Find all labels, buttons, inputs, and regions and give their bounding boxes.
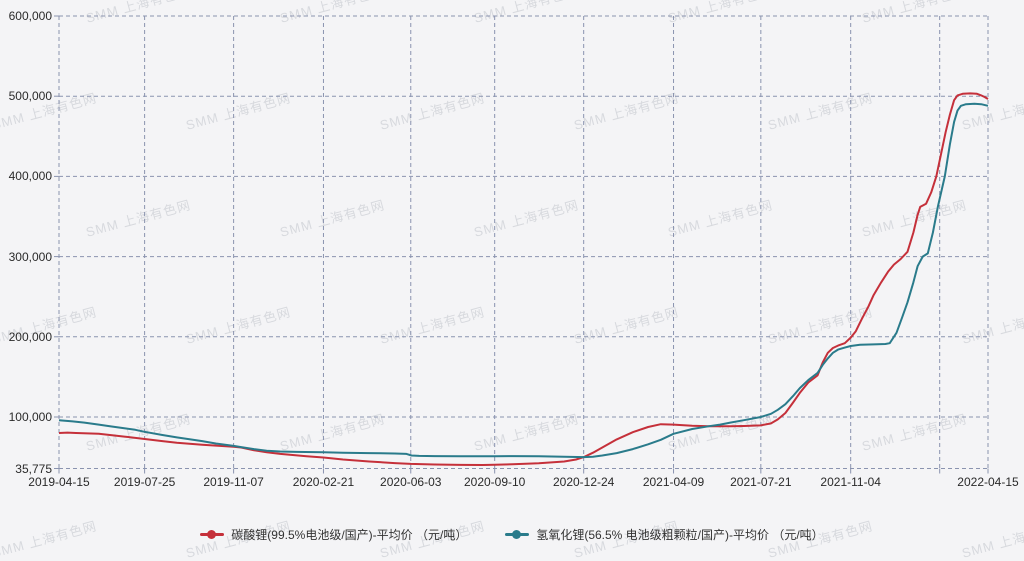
y-axis-label: 600,000 [8,9,52,23]
y-axis-label: 400,000 [8,169,52,184]
x-axis-label: 2021-11-04 [820,474,881,489]
x-axis-label: 2020-02-21 [292,474,355,489]
y-axis-label: 200,000 [8,329,52,344]
x-axis-label: 2022-04-15 [957,474,1019,489]
legend-item-lithium-carbonate[interactable]: 碳酸锂(99.5%电池级/国产)-平均价 （元/吨） [200,526,467,543]
line-dot-marker [505,530,530,539]
legend: 碳酸锂(99.5%电池级/国产)-平均价 （元/吨） 氢氧化锂(56.5% 电池… [0,526,1024,543]
x-axis-label: 2021-04-09 [642,474,705,489]
legend-label-lithium-hydroxide: 氢氧化锂(56.5% 电池级粗颗粒/国产)-平均价 （元/吨） [536,528,824,542]
x-axis-label: 2019-07-25 [113,474,176,489]
x-axis-label: 2020-09-10 [463,474,526,489]
x-axis-label: 2019-04-15 [28,474,90,489]
x-axis-label: 2020-12-24 [552,474,615,489]
x-axis-label: 2019-11-07 [203,474,264,489]
series-line-0 [58,92,989,466]
y-axis-label: 500,000 [8,89,52,104]
x-axis-label: 2021-07-21 [730,474,792,489]
y-axis-label: 300,000 [8,249,52,264]
legend-label-lithium-carbonate: 碳酸锂(99.5%电池级/国产)-平均价 （元/吨） [231,528,468,542]
y-axis-label: 100,000 [8,409,52,424]
series-line-1 [58,102,989,459]
x-axis-label: 2020-06-03 [380,474,442,489]
y-axis-label: 35,775 [15,461,52,476]
legend-item-lithium-hydroxide[interactable]: 氢氧化锂(56.5% 电池级粗颗粒/国产)-平均价 （元/吨） [505,526,824,543]
line-dot-marker [200,530,225,539]
